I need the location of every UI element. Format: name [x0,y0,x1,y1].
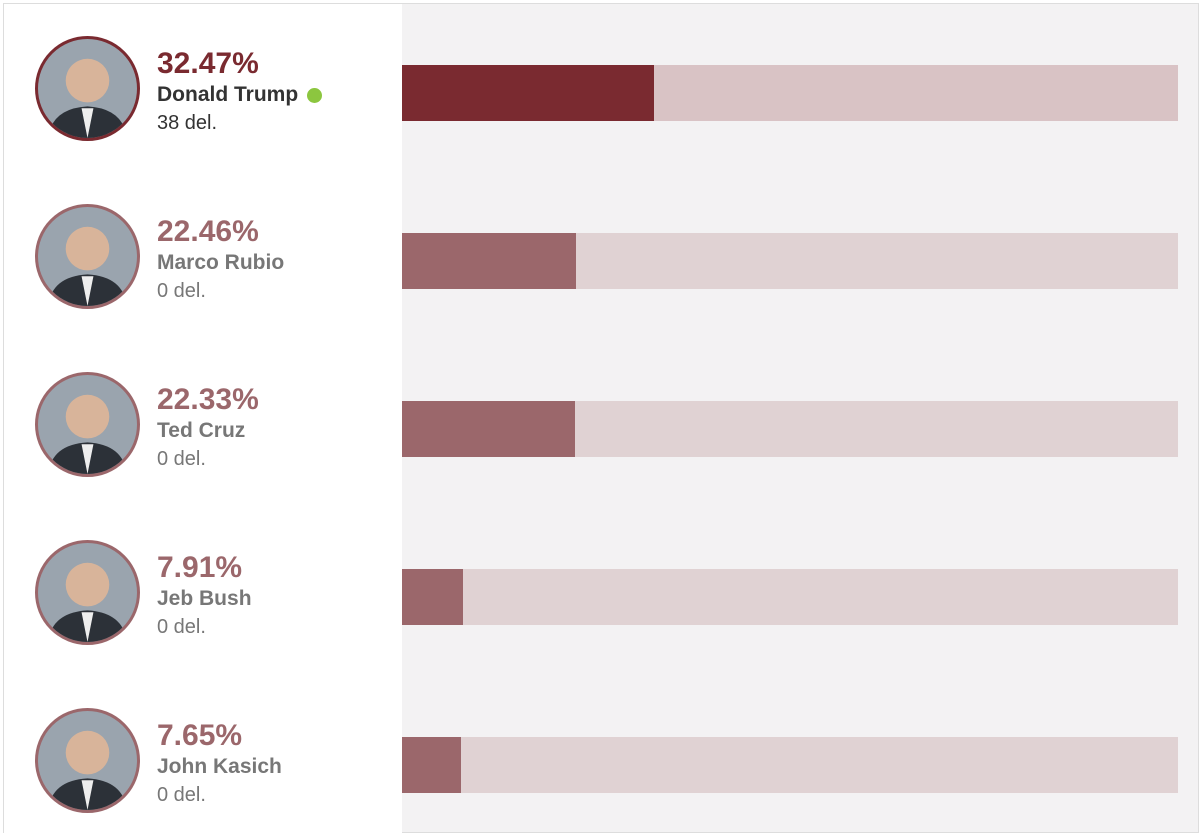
candidate-photo [35,540,140,645]
vote-bar [402,401,576,457]
vote-percentage: 22.33% [157,383,259,416]
candidate-name: Jeb Bush [157,587,252,610]
candidate-name: Marco Rubio [157,251,285,274]
candidate-photo [35,204,140,309]
candidate-row: 32.47% Donald Trump 38 del. [0,0,1200,168]
candidate-row: 7.91% Jeb Bush 0 del. [0,504,1200,672]
vote-bar [402,737,462,793]
bar-track [402,737,1178,793]
candidate-name: Ted Cruz [157,419,246,442]
candidate-name: John Kasich [157,755,282,778]
bar-track [402,65,1178,121]
bar-track [402,233,1178,289]
vote-bar [402,65,654,121]
vote-bar [402,569,464,625]
candidate-name: Donald Trump [157,83,299,106]
vote-percentage: 32.47% [157,47,259,80]
candidate-row: 7.65% John Kasich 0 del. [0,672,1200,840]
vote-bar [402,233,577,289]
delegate-count: 0 del. [157,280,206,302]
candidate-photo [35,36,140,141]
delegate-count: 38 del. [157,112,218,134]
delegate-count: 0 del. [157,448,206,470]
vote-percentage: 22.46% [157,215,259,248]
bar-track [402,569,1178,625]
candidate-photo [35,372,140,477]
winner-dot-icon [307,87,323,103]
bar-track [402,401,1178,457]
vote-percentage: 7.65% [157,719,243,752]
delegate-count: 0 del. [157,616,206,638]
candidate-row: 22.33% Ted Cruz 0 del. [0,336,1200,504]
vote-percentage: 7.91% [157,551,243,584]
candidate-photo [35,708,140,813]
candidate-row: 22.46% Marco Rubio 0 del. [0,168,1200,336]
delegate-count: 0 del. [157,784,206,806]
